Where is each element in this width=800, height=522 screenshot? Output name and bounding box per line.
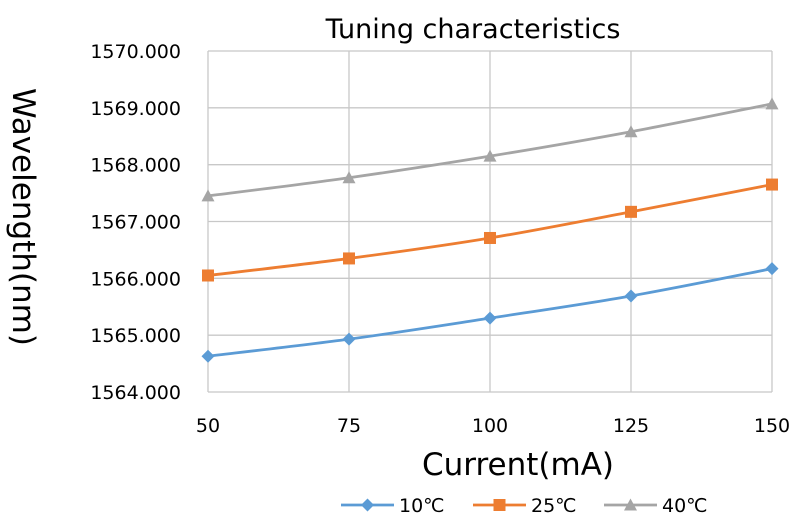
data-point	[483, 311, 497, 325]
series-1	[202, 178, 778, 282]
legend-marker	[361, 498, 374, 512]
data-point	[201, 349, 215, 363]
y-tick-label: 1568.000	[90, 155, 181, 177]
data-point	[765, 97, 779, 110]
x-tick-label: 50	[196, 415, 220, 437]
legend-item: 40℃	[604, 495, 708, 517]
series-layer	[201, 97, 779, 363]
x-tick-label: 125	[613, 415, 649, 437]
x-axis-ticks: 50 75 100 125 150	[196, 415, 790, 437]
y-tick-label: 1566.000	[90, 268, 181, 290]
data-point	[342, 171, 356, 184]
data-point	[201, 189, 215, 202]
x-tick-label: 150	[754, 415, 790, 437]
grid	[207, 50, 773, 393]
legend-label: 40℃	[662, 495, 708, 517]
y-tick-label: 1565.000	[90, 325, 181, 347]
x-tick-label: 100	[472, 415, 508, 437]
y-tick-label: 1570.000	[90, 41, 181, 63]
series-2	[201, 97, 779, 202]
legend-marker	[493, 499, 506, 511]
data-point	[483, 149, 497, 162]
y-tick-label: 1564.000	[90, 382, 181, 404]
y-axis-ticks: 1564.000 1565.000 1566.000 1567.000 1568.000…	[90, 41, 181, 404]
legend-item: 10℃	[341, 495, 445, 517]
legend-label: 10℃	[399, 495, 445, 517]
legend-item: 25℃	[473, 495, 577, 517]
x-axis-label: Current(mA)	[422, 447, 614, 483]
data-point	[624, 125, 638, 138]
series-0	[201, 262, 779, 363]
data-point	[765, 262, 779, 276]
data-point	[624, 289, 638, 303]
y-tick-label: 1567.000	[90, 212, 181, 234]
data-point	[625, 205, 637, 218]
data-point	[484, 231, 496, 244]
legend-marker	[624, 498, 637, 511]
data-point	[342, 332, 356, 346]
data-point	[343, 252, 355, 265]
y-tick-label: 1569.000	[90, 98, 181, 120]
data-point	[766, 178, 778, 191]
chart-title: Tuning characteristics	[325, 14, 621, 45]
legend: 10℃ 25℃ 40℃	[341, 495, 708, 517]
data-point	[202, 269, 214, 282]
x-tick-label: 75	[337, 415, 361, 437]
legend-label: 25℃	[531, 495, 577, 517]
y-axis-label: Wavelength(nm)	[5, 88, 41, 346]
